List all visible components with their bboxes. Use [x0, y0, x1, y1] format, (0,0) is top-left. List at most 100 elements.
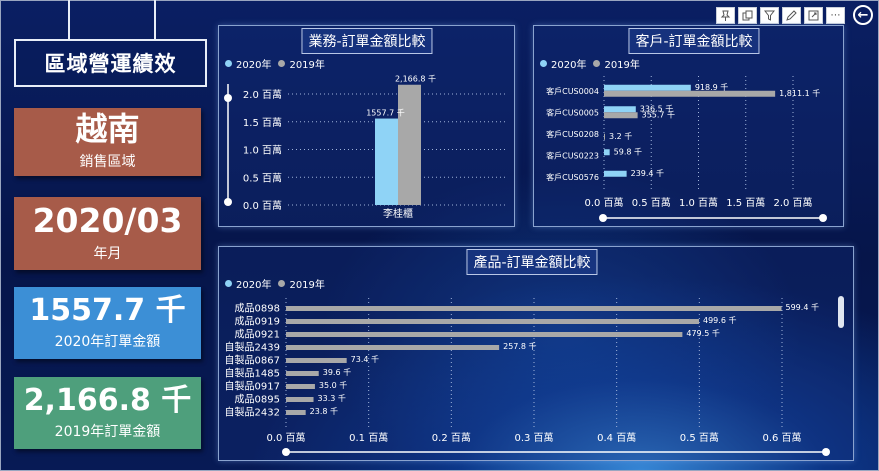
- x-tick-label: 0.3 百萬: [514, 431, 553, 444]
- amount-2020-card: 1557.7 千 2020年訂單金額: [14, 287, 201, 359]
- amount-2020-value: 1557.7 千: [29, 293, 186, 329]
- legend-dot-2020: [540, 60, 547, 67]
- category-label: 客戶CUS0576: [546, 172, 599, 182]
- y-tick-label: 2.0 百萬: [243, 88, 282, 101]
- legend-label-2019: 2019年: [289, 60, 325, 71]
- back-arrow-icon[interactable]: ←: [853, 5, 873, 25]
- category-label: 自製品2439: [225, 341, 280, 354]
- region-card: 越南 銷售區域: [14, 108, 201, 176]
- bar[interactable]: [286, 397, 314, 402]
- bar[interactable]: [604, 170, 627, 177]
- title-hanger-left: [68, 0, 70, 40]
- category-label: 客戶CUS0005: [546, 107, 599, 117]
- edit-icon[interactable]: [782, 7, 801, 24]
- data-label: 918.9 千: [695, 82, 728, 92]
- visual-toolbar: ⋯: [716, 7, 845, 24]
- customer-panel: [533, 25, 844, 227]
- bar[interactable]: [286, 410, 306, 415]
- sales-rep-chart: 0.0 百萬 0.5 百萬 1.0 百萬 1.5 百萬 2.0 百萬 1557.7 千 2,…: [224, 74, 508, 220]
- data-label: 499.6 千: [703, 315, 736, 325]
- x-tick-label: 0.1 百萬: [349, 431, 388, 444]
- pin-icon[interactable]: [716, 7, 735, 24]
- bar[interactable]: [375, 118, 398, 205]
- data-label: 2,166.8 千: [395, 74, 436, 84]
- y-tick-label: 0.0 百萬: [243, 199, 282, 212]
- data-label: 3.2 千: [609, 131, 632, 141]
- expand-icon[interactable]: [804, 7, 823, 24]
- legend-dot-2019: [278, 60, 286, 67]
- x-tick-label: 0.0 百萬: [266, 431, 305, 444]
- period-label: 年月: [93, 245, 122, 262]
- legend-label-2019: 2019年: [604, 60, 640, 71]
- filter-icon[interactable]: [760, 7, 779, 24]
- product-chart: 599.4 千 499.6 千 479.5 千 257.8 千 73.4 千39.6 千…: [225, 296, 844, 456]
- legend-dot-2019: [593, 60, 601, 67]
- bar[interactable]: [604, 106, 636, 113]
- data-label: 39.6 千: [323, 367, 351, 377]
- region-value: 越南: [75, 110, 140, 149]
- amount-2019-label: 2019年訂單金額: [54, 423, 161, 440]
- more-icon[interactable]: ⋯: [826, 7, 845, 24]
- x-tick-label: 0.5 百萬: [632, 196, 671, 209]
- x-tick-label: 0.5 百萬: [680, 431, 719, 444]
- product-scroll-handle-left[interactable]: [282, 448, 290, 456]
- sales-rep-panel: [218, 25, 515, 227]
- bar[interactable]: [604, 149, 610, 156]
- customer-legend: 2020年 2019年: [540, 56, 640, 71]
- x-tick-label: 0.6 百萬: [762, 431, 801, 444]
- bar[interactable]: [604, 90, 776, 97]
- legend-dot-2020: [225, 280, 232, 287]
- category-label: 成品0898: [235, 303, 280, 315]
- product-panel: [218, 246, 854, 461]
- product-scroll-handle-right[interactable]: [822, 448, 830, 456]
- amount-2019-card: 2,166.8 千 2019年訂單金額: [14, 377, 201, 449]
- category-label: 李桂櫃: [383, 207, 413, 220]
- customer-scroll-handle-right[interactable]: [819, 214, 827, 222]
- y-tick-label: 0.5 百萬: [243, 171, 282, 184]
- bar[interactable]: [604, 112, 638, 119]
- category-label: 自製品0867: [225, 354, 280, 367]
- bar[interactable]: [286, 332, 683, 337]
- customer-scroll-handle-left[interactable]: [599, 214, 607, 222]
- x-tick-label: 1.0 百萬: [679, 196, 718, 209]
- region-label: 銷售區域: [79, 153, 136, 170]
- data-label: 336.5 千: [640, 103, 673, 113]
- amount-2020-label: 2020年訂單金額: [54, 333, 161, 350]
- bar[interactable]: [286, 371, 319, 376]
- data-label: 355.7 千: [642, 109, 675, 119]
- category-label: 自製品1485: [225, 367, 280, 380]
- customer-chart-title: 客戶-訂單金額比較: [628, 28, 760, 54]
- title-hanger-right: [154, 0, 156, 40]
- category-label: 客戶CUS0223: [546, 150, 599, 160]
- data-label: 479.5 千: [686, 328, 719, 338]
- y-tick-label: 1.5 百萬: [243, 116, 282, 129]
- x-tick-label: 0.4 百萬: [597, 431, 636, 444]
- product-vertical-scrollbar[interactable]: [838, 296, 844, 328]
- sales-rep-scroll-handle-top[interactable]: [224, 94, 232, 102]
- x-tick-label: 0.0 百萬: [584, 196, 623, 209]
- bar[interactable]: [286, 384, 315, 389]
- sales-rep-scroll-handle-bottom[interactable]: [224, 198, 232, 206]
- data-label: 35.0 千: [319, 380, 347, 390]
- category-label: 自製品0917: [225, 380, 280, 393]
- page-title: 區域營運績效: [14, 39, 207, 87]
- legend-label-2020: 2020年: [236, 60, 272, 71]
- data-label: 599.4 千: [786, 302, 819, 312]
- product-legend: 2020年 2019年: [225, 276, 325, 291]
- bar[interactable]: [398, 84, 421, 205]
- legend-label-2019: 2019年: [289, 280, 325, 291]
- amount-2019-value: 2,166.8 千: [23, 383, 192, 419]
- bar[interactable]: [286, 345, 500, 350]
- category-label: 成品0895: [235, 394, 280, 406]
- bar[interactable]: [286, 319, 700, 324]
- bar[interactable]: [286, 358, 347, 363]
- legend-dot-2019: [278, 280, 286, 287]
- bar[interactable]: [604, 84, 691, 91]
- bar[interactable]: [604, 133, 605, 140]
- sales-rep-legend: 2020年 2019年: [225, 56, 325, 71]
- copy-icon[interactable]: [738, 7, 757, 24]
- bar[interactable]: [286, 306, 782, 311]
- category-label: 成品0919: [235, 316, 280, 328]
- x-tick-label: 0.2 百萬: [432, 431, 471, 444]
- sales-rep-chart-title: 業務-訂單金額比較: [301, 28, 433, 54]
